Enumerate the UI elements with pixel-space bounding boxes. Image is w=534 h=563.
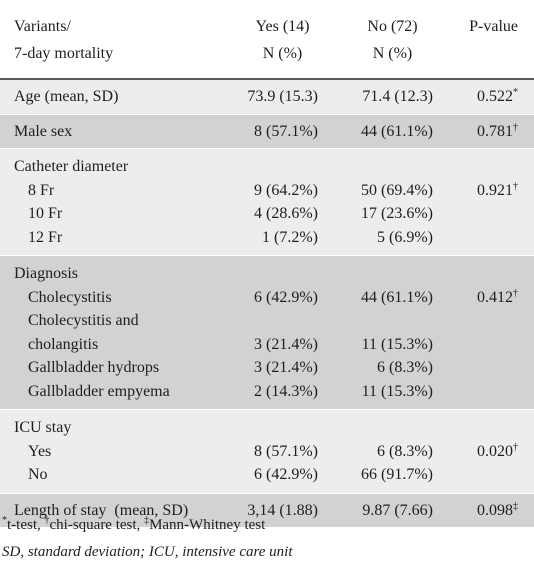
row-label: ICU stay [14,419,72,436]
row-label: Gallbladder hydrops [28,359,160,376]
yes-value: 9 (64.2%) [254,181,318,199]
row-label: 8 Fr [28,181,55,199]
table-row-diagnosis-heading: Diagnosis [0,255,534,286]
no-value: 44 (61.1%) [361,122,433,140]
table-row-age: Age (mean, SD) 73.9 (15.3) 71.4 (12.3) 0… [0,79,534,114]
header-no: No (72) N (%) [367,18,418,62]
no-value: 44 (61.1%) [361,288,433,306]
yes-value: 73.9 (15.3) [247,88,318,105]
p-value: 0.098‡ [477,500,518,519]
table-row-catheter-heading: Catheter diameter [0,148,534,179]
row-label: cholangitis [28,335,99,353]
yes-value: 8 (57.1%) [254,442,318,460]
table-row-male-sex: Male sex 8 (57.1%) 44 (61.1%) 0.781† [0,114,534,149]
row-label: 12 Fr [28,228,63,246]
row-label: Diagnosis [14,265,78,282]
no-value: 6 (8.3%) [377,442,433,460]
row-label: Gallbladder empyema [28,382,170,400]
mortality-table: Variants/ 7-day mortality Yes (14) N (%)… [0,0,534,527]
yes-value: 8 (57.1%) [254,122,318,140]
yes-value: 3 (21.4%) [254,335,318,353]
yes-value: 6 (42.9%) [254,466,318,483]
footnote-abbreviations: SD, standard deviation; ICU, intensive c… [2,544,293,560]
row-label: Age (mean, SD) [14,88,119,105]
yes-value: 3,14 (1.88) [247,501,318,519]
no-value: 9.87 (7.66) [362,501,433,519]
p-value: 0.412† [477,287,518,306]
footnote-tests: *t-test, †chi-square test, ‡Mann-Whitney… [2,515,266,534]
header-yes: Yes (14) N (%) [255,18,310,62]
no-value: 5 (6.9%) [377,228,433,246]
table-row-catheter-10fr: 10 Fr 4 (28.6%) 17 (23.6%) [0,202,534,226]
yes-value: 2 (14.3%) [254,382,318,400]
yes-value: 6 (42.9%) [254,288,318,306]
no-value: 17 (23.6%) [361,205,433,222]
row-label: Length of stay (mean, SD) [14,501,189,519]
table-row-cholecystitis: Cholecystitis 6 (42.9%) 44 (61.1%) 0.412… [0,285,534,309]
table-row-catheter-8fr: 8 Fr 9 (64.2%) 50 (69.4%) 0.921† [0,178,534,202]
row-label: 10 Fr [28,205,63,222]
p-value: 0.921† [477,180,518,199]
no-value: 11 (15.3%) [361,335,433,353]
row-label: No [28,466,48,483]
p-value: 0.522* [477,87,518,106]
table-row-catheter-12fr: 12 Fr 1 (7.2%) 5 (6.9%) [0,225,534,256]
table-row-cholecystitis-cholangitis-a: Cholecystitis and [0,309,534,333]
row-label: Male sex [14,122,73,140]
table-row-icu-heading: ICU stay [0,409,534,440]
p-value: 0.781† [477,121,518,140]
header-variants: Variants/ 7-day mortality [14,18,114,62]
p-value: 0.020† [477,441,518,460]
row-label: Yes [28,442,52,460]
table-row-cholecystitis-cholangitis-b: cholangitis 3 (21.4%) 11 (15.3%) [0,332,534,356]
header-pvalue: P-value [469,18,518,35]
table-row-gallbladder-empyema: Gallbladder empyema 2 (14.3%) 11 (15.3%) [0,379,534,410]
row-label: Cholecystitis [28,288,112,306]
no-value: 50 (69.4%) [361,181,433,199]
table-row-icu-yes: Yes 8 (57.1%) 6 (8.3%) 0.020† [0,439,534,463]
row-label: Cholecystitis and [28,312,139,329]
table-row-length-of-stay: Length of stay (mean, SD) 3,14 (1.88) 9.… [0,493,534,527]
row-label: Catheter diameter [14,158,129,175]
no-value: 66 (91.7%) [361,466,433,483]
yes-value: 3 (21.4%) [254,359,318,376]
no-value: 71.4 (12.3) [362,88,433,105]
no-value: 11 (15.3%) [361,382,433,400]
table-header-row: Variants/ 7-day mortality Yes (14) N (%)… [0,0,534,79]
table-row-gallbladder-hydrops: Gallbladder hydrops 3 (21.4%) 6 (8.3%) [0,356,534,380]
yes-value: 4 (28.6%) [254,205,318,222]
table-row-icu-no: No 6 (42.9%) 66 (91.7%) [0,463,534,493]
yes-value: 1 (7.2%) [262,228,318,246]
no-value: 6 (8.3%) [377,359,433,376]
